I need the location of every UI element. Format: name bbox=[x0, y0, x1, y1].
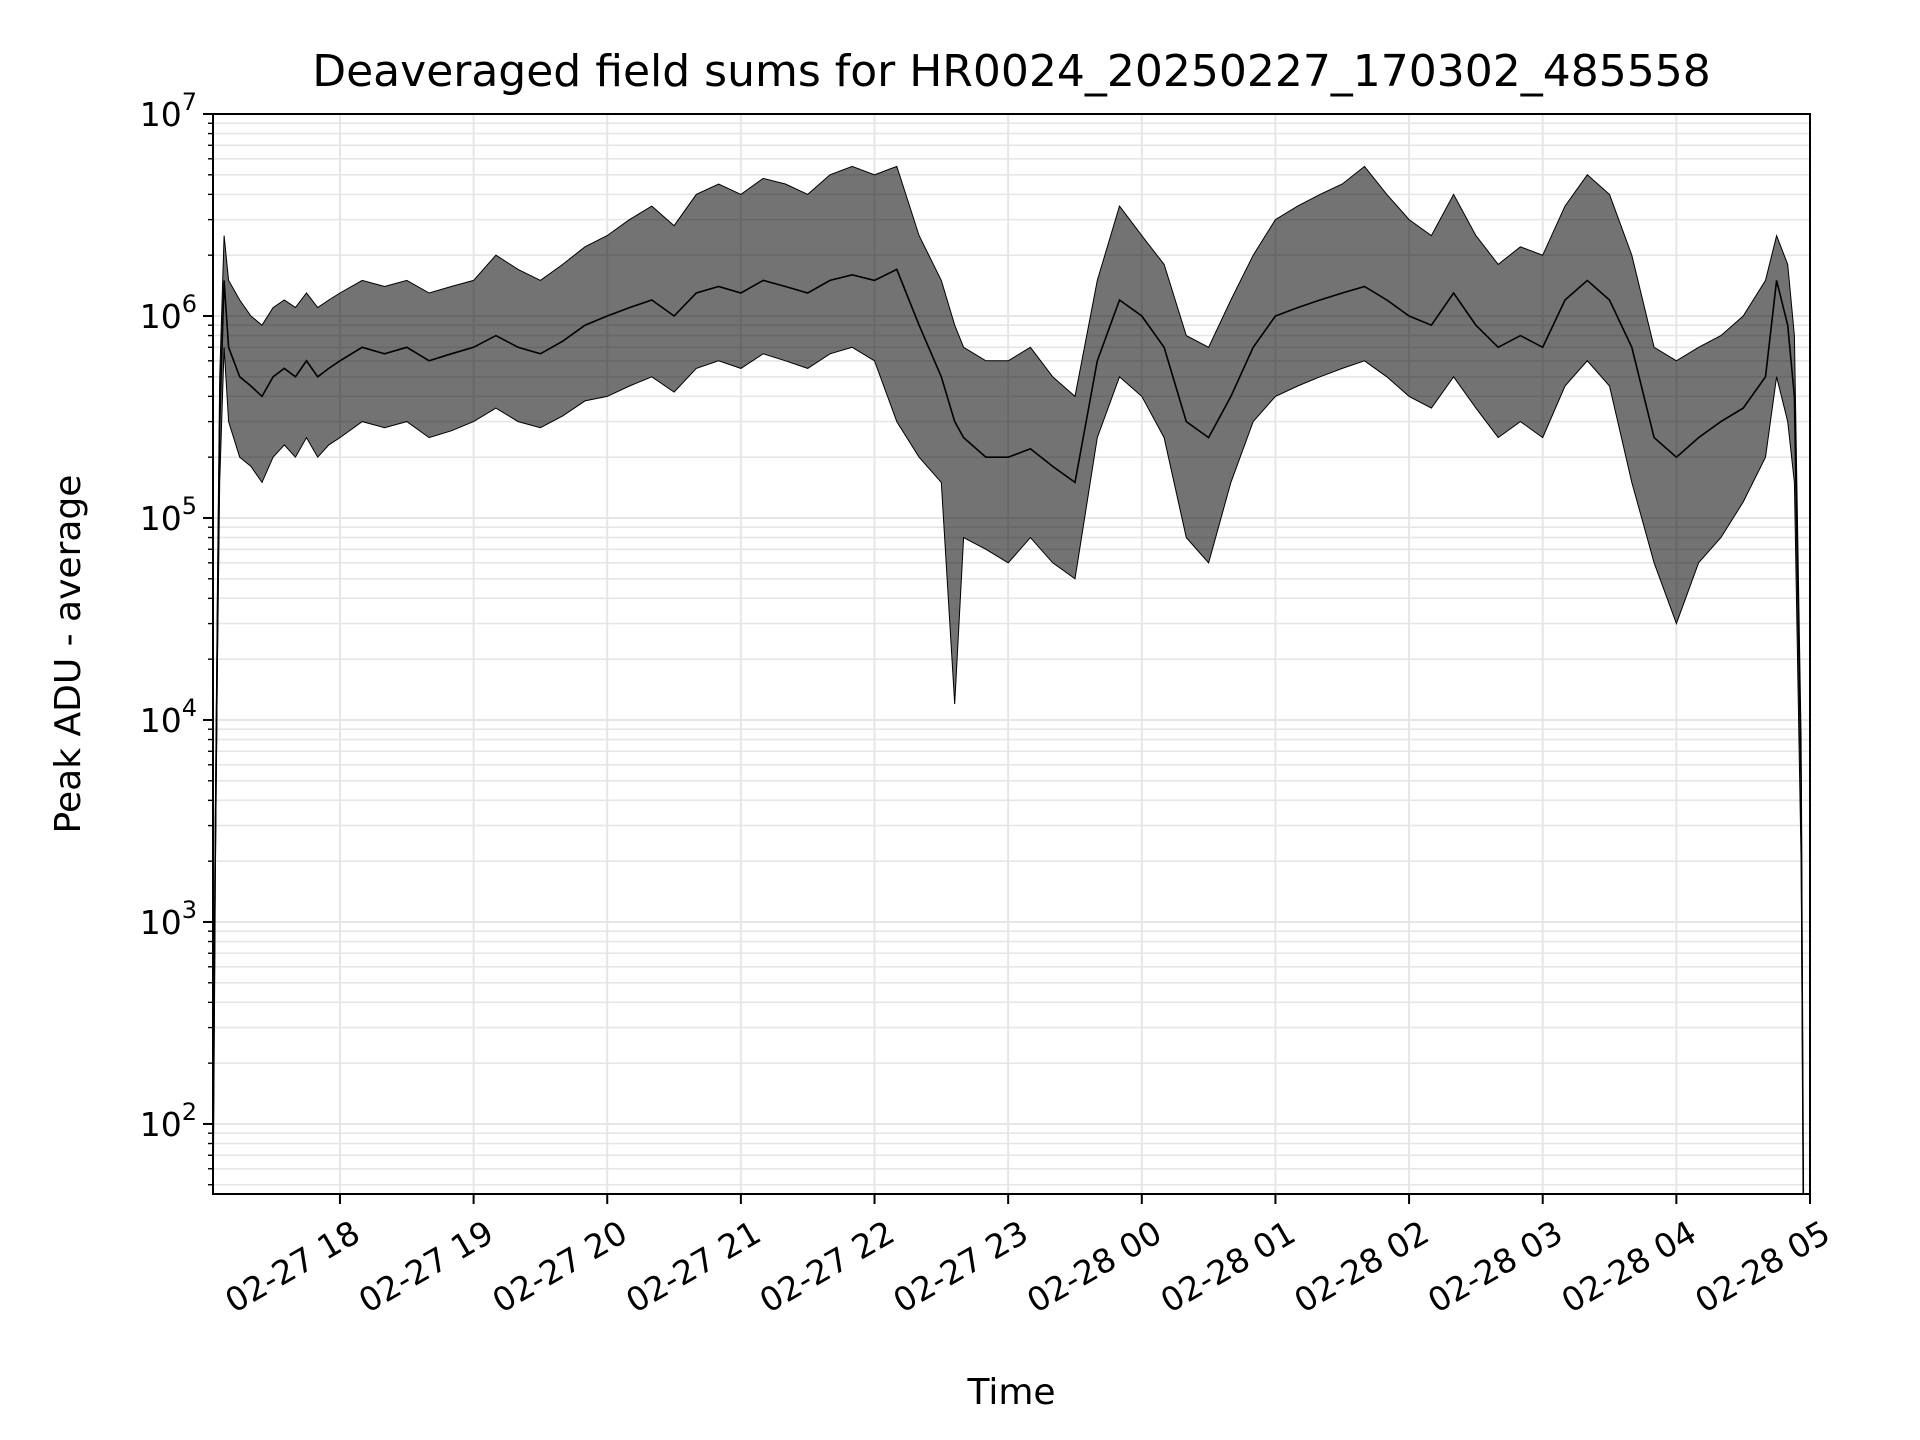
y-tick-label: 104 bbox=[140, 694, 197, 740]
y-axis-title: Peak ADU - average bbox=[48, 475, 89, 834]
series-line bbox=[212, 268, 1805, 1195]
y-tick-label: 102 bbox=[140, 1098, 197, 1144]
y-tick-label: 103 bbox=[140, 896, 197, 942]
chart-title: Deaveraged field sums for HR0024_2025022… bbox=[312, 46, 1711, 97]
plot-frame bbox=[212, 113, 1811, 1195]
y-tick-label: 105 bbox=[140, 492, 197, 538]
x-axis-title: Time bbox=[966, 1372, 1055, 1413]
y-tick-label: 106 bbox=[140, 290, 197, 336]
y-tick-label: 107 bbox=[140, 88, 197, 134]
